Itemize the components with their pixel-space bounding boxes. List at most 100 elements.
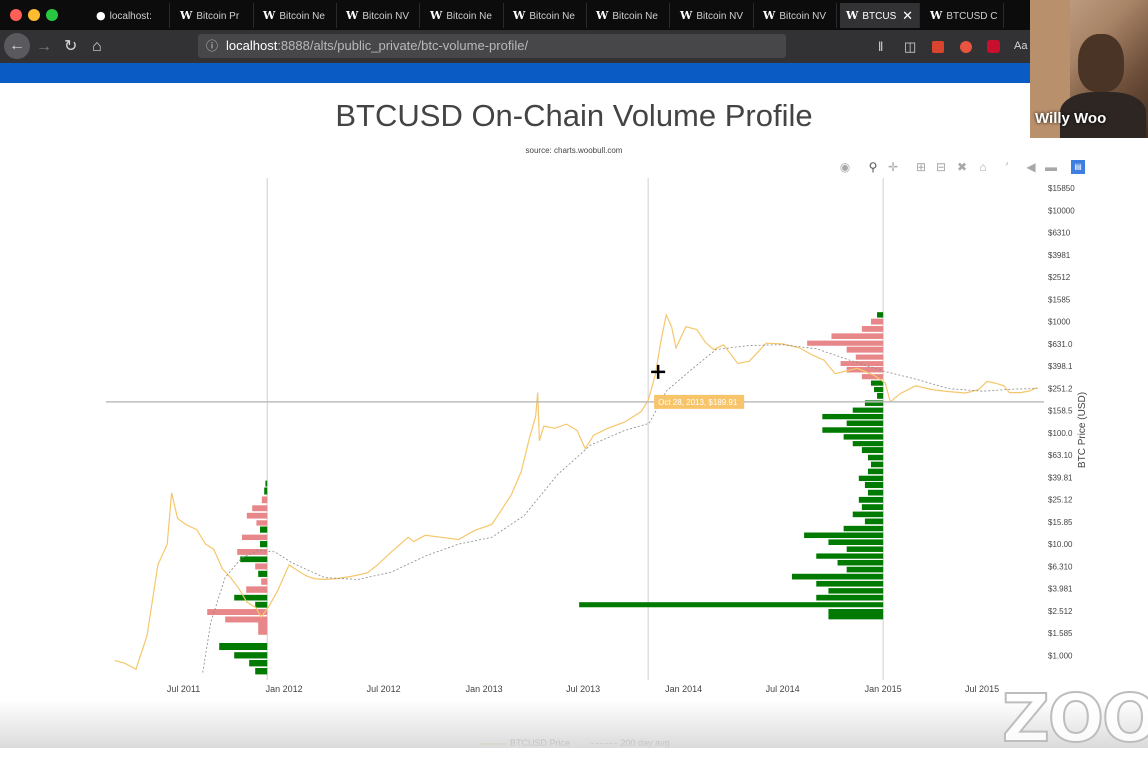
volume-bar-right[interactable] <box>877 392 884 399</box>
sidebar-icon[interactable]: ◫ <box>904 39 917 54</box>
volume-bar-right[interactable] <box>579 602 884 608</box>
volume-bar-right[interactable] <box>822 413 884 420</box>
hover-compare-icon[interactable]: ▬ <box>1045 160 1057 174</box>
volume-bar-left[interactable] <box>249 659 268 667</box>
volume-bar-left[interactable] <box>225 616 268 623</box>
volume-bar-left[interactable] <box>240 556 268 563</box>
series-line-price[interactable] <box>114 312 1038 671</box>
volume-bar-left[interactable] <box>261 578 268 585</box>
forward-button[interactable]: → <box>36 38 52 55</box>
text-size-icon[interactable]: Aa <box>1014 40 1028 52</box>
volume-bar-right[interactable] <box>877 312 884 318</box>
volume-bar-left[interactable] <box>242 534 268 541</box>
browser-tab[interactable]: W Bitcoin Ne <box>507 3 587 28</box>
camera-icon[interactable]: ◉ <box>839 160 851 174</box>
volume-bar-left[interactable] <box>219 642 268 651</box>
volume-bar-right[interactable] <box>867 489 884 496</box>
volume-bar-left[interactable] <box>255 667 268 675</box>
volume-bar-right[interactable] <box>822 427 884 433</box>
volume-bar-left[interactable] <box>260 526 268 533</box>
volume-bar-right[interactable] <box>861 447 884 454</box>
volume-bar-left[interactable] <box>265 480 268 487</box>
pan-icon[interactable]: ✛ <box>887 160 899 174</box>
browser-tab[interactable]: W Bitcoin NV <box>757 3 837 28</box>
volume-bar-right[interactable] <box>861 504 884 511</box>
volume-bar-right[interactable] <box>855 354 884 360</box>
volume-bar-right[interactable] <box>852 511 884 518</box>
plotly-logo-icon[interactable]: ▤ <box>1071 160 1085 174</box>
maximize-window-button[interactable] <box>46 9 58 21</box>
close-window-button[interactable] <box>10 9 22 21</box>
legend-entry-price[interactable]: BTCUSD Price <box>510 738 571 748</box>
extension-icon[interactable] <box>932 41 944 53</box>
hover-closest-icon[interactable]: ◀ <box>1026 160 1036 174</box>
volume-bar-left[interactable] <box>246 512 268 519</box>
browser-tab[interactable]: W Bitcoin NV <box>340 3 420 28</box>
browser-tab[interactable]: W Bitcoin Ne <box>257 3 337 28</box>
volume-bar-right[interactable] <box>791 573 884 580</box>
volume-bar-left[interactable] <box>237 549 268 555</box>
volume-bar-left[interactable] <box>252 505 268 512</box>
adblock-icon[interactable] <box>987 40 1000 53</box>
volume-bar-right[interactable] <box>828 588 884 594</box>
volume-bar-right[interactable] <box>828 609 884 614</box>
volume-bar-left[interactable] <box>260 540 268 548</box>
volume-bar-right[interactable] <box>870 380 884 386</box>
zoom-icon[interactable]: ⚲ <box>868 160 878 174</box>
volume-bar-right[interactable] <box>858 475 884 481</box>
zoom-out-icon[interactable]: ⊟ <box>935 160 947 174</box>
volume-bar-left[interactable] <box>234 594 268 601</box>
volume-bar-right[interactable] <box>861 326 884 332</box>
volume-bar-right[interactable] <box>816 594 884 601</box>
home-icon[interactable]: ⌂ <box>92 38 102 55</box>
volume-bar-right[interactable] <box>846 346 884 353</box>
browser-tab[interactable]: W Bitcoin Ne <box>424 3 504 28</box>
volume-bar-right[interactable] <box>852 441 884 447</box>
spike-lines-icon[interactable]: ′ <box>1005 160 1009 174</box>
volume-bar-right[interactable] <box>858 496 884 503</box>
minimize-window-button[interactable] <box>28 9 40 21</box>
volume-bar-right[interactable] <box>867 468 884 475</box>
browser-tab[interactable]: ● localhost: <box>90 3 170 28</box>
volume-bar-right[interactable] <box>828 612 884 620</box>
volume-bar-left[interactable] <box>256 520 268 526</box>
volume-bar-right[interactable] <box>870 318 884 325</box>
info-icon[interactable]: ⓘ <box>206 39 219 53</box>
volume-bar-right[interactable] <box>870 461 884 468</box>
back-button[interactable]: ← <box>4 33 30 59</box>
volume-bar-right[interactable] <box>861 374 884 380</box>
volume-bar-left[interactable] <box>261 496 268 504</box>
volume-bar-right[interactable] <box>816 580 884 587</box>
volume-bar-right[interactable] <box>807 340 884 346</box>
reset-axes-icon[interactable]: ⌂ <box>979 160 987 174</box>
volume-bar-left[interactable] <box>207 609 268 616</box>
volume-bar-right[interactable] <box>852 407 884 413</box>
volume-bar-right[interactable] <box>828 539 884 545</box>
zoom-in-icon[interactable]: ⊞ <box>915 160 927 174</box>
volume-bar-right[interactable] <box>846 420 884 426</box>
browser-tab[interactable]: W Bitcoin NV <box>674 3 754 28</box>
browser-tab[interactable]: W Bitcoin Ne <box>590 3 670 28</box>
volume-bar-right[interactable] <box>874 387 884 393</box>
volume-bar-left[interactable] <box>258 570 268 577</box>
close-tab-icon[interactable]: ✕ <box>902 8 913 23</box>
legend-entry-200day[interactable]: 200 day avg <box>620 738 670 748</box>
volume-bar-right[interactable] <box>864 518 884 525</box>
volume-bar-left[interactable] <box>246 586 268 593</box>
volume-bar-right[interactable] <box>867 454 884 461</box>
volume-bar-right[interactable] <box>864 400 884 406</box>
volume-bar-right[interactable] <box>843 434 884 440</box>
volume-bar-right[interactable] <box>837 559 884 566</box>
series-line-200day[interactable] <box>202 344 1038 673</box>
volume-bar-right[interactable] <box>831 333 884 339</box>
reload-icon[interactable]: ↻ <box>64 38 78 55</box>
volume-bar-left[interactable] <box>258 619 268 635</box>
volume-bar-right[interactable] <box>843 525 884 532</box>
volume-bar-right[interactable] <box>816 553 884 559</box>
browser-tab[interactable]: W BTCUS ✕ <box>840 3 920 28</box>
volume-bar-left[interactable] <box>264 487 268 495</box>
extension-icon[interactable] <box>960 41 972 53</box>
url-bar[interactable]: ⓘ localhost:8888/alts/public_private/btc… <box>198 34 786 58</box>
volume-bar-right[interactable] <box>846 566 884 573</box>
library-icon[interactable]: ‖ <box>878 39 884 54</box>
